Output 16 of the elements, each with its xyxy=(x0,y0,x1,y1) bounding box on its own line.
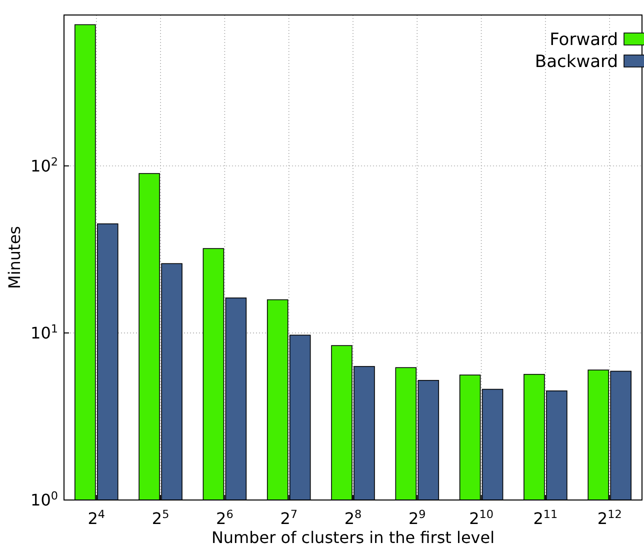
y-axis-title: Minutes xyxy=(5,226,24,289)
x-tick-label: 2$^{7}$ xyxy=(280,508,298,528)
x-tick-label: 2$^{9}$ xyxy=(408,508,426,528)
x-tick-label: 2$^{6}$ xyxy=(216,508,234,528)
x-tick-label: 2$^{10}$ xyxy=(469,508,494,528)
x-tick-label: 2$^{4}$ xyxy=(88,508,106,528)
x-tick-label: 2$^{8}$ xyxy=(344,508,362,528)
x-tick-label: 2$^{5}$ xyxy=(152,508,170,528)
y-tick-label: 10$^{1}$ xyxy=(30,322,58,343)
x-tick-label: 2$^{11}$ xyxy=(533,508,558,528)
x-axis-title: Number of clusters in the first level xyxy=(211,528,495,545)
y-tick-label: 10$^{2}$ xyxy=(30,154,58,176)
legend-label: Backward xyxy=(534,52,618,72)
x-tick-label: 2$^{12}$ xyxy=(597,508,622,528)
legend-label: Forward xyxy=(550,30,618,50)
y-tick-label: 10$^{0}$ xyxy=(30,489,58,510)
